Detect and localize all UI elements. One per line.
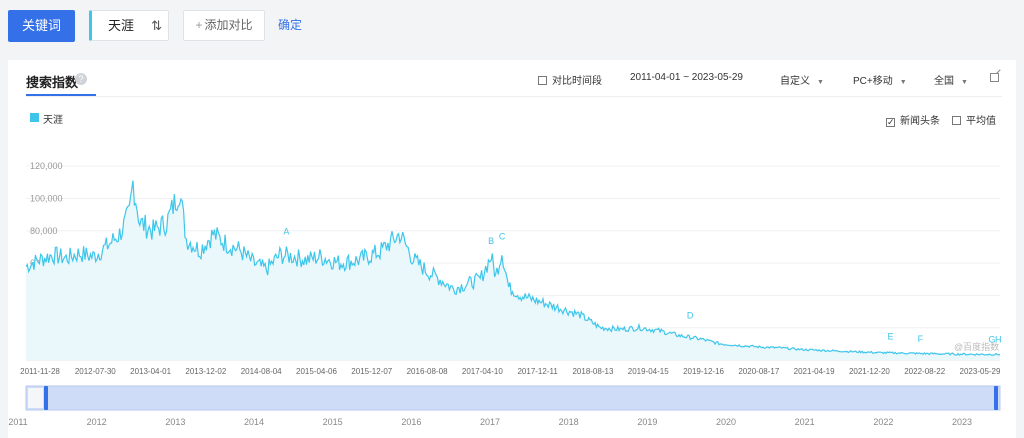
navigator-year-label: 2023 xyxy=(952,417,972,427)
news-marker[interactable]: H xyxy=(995,335,1002,345)
legend-label[interactable]: 天涯 xyxy=(43,115,63,126)
news-marker[interactable]: G xyxy=(988,335,995,345)
compare-period-label: 对比时间段 xyxy=(552,76,602,87)
custom-dropdown[interactable]: 自定义 ▼ xyxy=(780,72,824,87)
navigator-year-label: 2017 xyxy=(480,417,500,427)
y-tick-label: 80,000 xyxy=(30,226,58,236)
compare-period-toggle[interactable]: 对比时间段 xyxy=(538,72,602,87)
keyword-input[interactable]: 天涯 ⇅ xyxy=(89,10,169,41)
top-toolbar: 关键词 天涯 ⇅ + 添加对比 确定 xyxy=(0,0,1024,58)
x-tick-label: 2011-11-28 xyxy=(20,367,60,376)
swap-vertical-icon[interactable]: ⇅ xyxy=(151,18,162,33)
navigator-year-label: 2014 xyxy=(244,417,264,427)
news-marker[interactable]: A xyxy=(283,226,289,236)
series-area xyxy=(25,180,1001,360)
navigator-year-label: 2012 xyxy=(87,417,107,427)
news-marker[interactable]: C xyxy=(499,231,506,241)
panel-divider xyxy=(26,96,1002,97)
x-tick-label: 2019-04-15 xyxy=(628,367,669,376)
x-tick-label: 2013-04-01 xyxy=(130,367,171,376)
navigator-year-label: 2013 xyxy=(165,417,185,427)
average-toggle[interactable]: 平均值 xyxy=(952,112,996,127)
news-marker[interactable]: B xyxy=(488,236,494,246)
average-label: 平均值 xyxy=(966,116,996,127)
keyword-text: 天涯 xyxy=(108,18,135,33)
x-tick-label: 2022-08-22 xyxy=(904,367,945,376)
navigator-left-handle[interactable] xyxy=(44,386,48,410)
x-tick-label: 2021-12-20 xyxy=(849,367,890,376)
x-tick-label: 2013-12-02 xyxy=(185,367,226,376)
caret-down-icon: ▼ xyxy=(817,79,824,86)
news-label: 新闻头条 xyxy=(900,116,940,127)
confirm-link[interactable]: 确定 xyxy=(278,18,303,32)
x-tick-label: 2015-12-07 xyxy=(351,367,392,376)
y-tick-label: 120,000 xyxy=(30,161,63,171)
x-tick-label: 2017-04-10 xyxy=(462,367,503,376)
news-markers[interactable]: A B C D E F G H xyxy=(283,226,1001,344)
x-tick-label: 2016-08-08 xyxy=(407,367,448,376)
navigator-year-label: 2019 xyxy=(637,417,657,427)
checkbox-icon xyxy=(952,116,961,125)
checkbox-icon xyxy=(538,76,547,85)
navigator-left-pad xyxy=(28,388,43,408)
x-tick-label: 2020-08-17 xyxy=(738,367,779,376)
date-range[interactable]: 2011-04-01 ~ 2023-05-29 xyxy=(630,72,743,83)
navigator-year-label: 2020 xyxy=(716,417,736,427)
navigator-selection[interactable] xyxy=(25,385,1001,411)
plus-icon: + xyxy=(195,18,203,32)
caret-down-icon: ▼ xyxy=(899,79,907,86)
region-label: 全国 xyxy=(934,76,954,87)
navigator-year-label: 2022 xyxy=(873,417,893,427)
navigator-year-label: 2018 xyxy=(559,417,579,427)
platform-label: PC+移动 xyxy=(853,76,893,87)
x-tick-label: 2012-07-30 xyxy=(75,367,116,376)
y-tick-label: 100,000 xyxy=(30,193,63,203)
keyword-mode-button[interactable]: 关键词 xyxy=(8,10,75,42)
custom-label: 自定义 xyxy=(780,76,810,87)
series-line xyxy=(25,180,1001,356)
x-tick-label: 2015-04-06 xyxy=(296,367,337,376)
navigator-right-handle[interactable] xyxy=(994,386,998,410)
checkbox-checked-icon: ✓ xyxy=(886,117,895,127)
navigator-year-label: 2015 xyxy=(323,417,343,427)
series-area-fill xyxy=(26,180,1000,360)
export-icon[interactable] xyxy=(990,73,999,82)
add-compare-button[interactable]: + 添加对比 xyxy=(183,10,265,41)
add-compare-label: 添加对比 xyxy=(204,18,253,32)
panel-title: 搜索指数 xyxy=(26,75,79,90)
x-axis-ticks: 2011-11-28 2012-07-30 2013-04-01 2013-12-02… xyxy=(20,367,1001,376)
watermark: @百度指数 xyxy=(954,341,999,352)
legend-swatch xyxy=(30,113,39,122)
title-underline xyxy=(26,94,96,96)
x-tick-label: 2023-05-29 xyxy=(960,367,1001,376)
x-tick-label: 2014-08-04 xyxy=(241,367,282,376)
x-tick-label: 2019-12-16 xyxy=(683,367,724,376)
x-tick-label: 2021-04-19 xyxy=(794,367,835,376)
news-marker[interactable]: D xyxy=(687,310,694,320)
x-tick-label: 2018-08-13 xyxy=(572,367,613,376)
news-marker[interactable]: F xyxy=(918,334,924,344)
platform-dropdown[interactable]: PC+移动 ▼ xyxy=(853,72,907,87)
help-icon[interactable]: ? xyxy=(75,73,87,85)
navigator-year-label: 2016 xyxy=(401,417,421,427)
x-tick-label: 2017-12-11 xyxy=(517,367,558,376)
news-toggle[interactable]: ✓ 新闻头条 xyxy=(886,112,940,127)
region-dropdown[interactable]: 全国 ▼ xyxy=(934,72,968,87)
navigator-year-label: 2011 xyxy=(8,417,27,427)
navigator-year-label: 2021 xyxy=(795,417,815,427)
time-navigator[interactable]: 2011 2012 2013 2014 2015 2016 2017 2018 2019 2020… xyxy=(8,385,1001,427)
news-marker[interactable]: E xyxy=(888,331,894,341)
caret-down-icon: ▼ xyxy=(961,79,968,86)
